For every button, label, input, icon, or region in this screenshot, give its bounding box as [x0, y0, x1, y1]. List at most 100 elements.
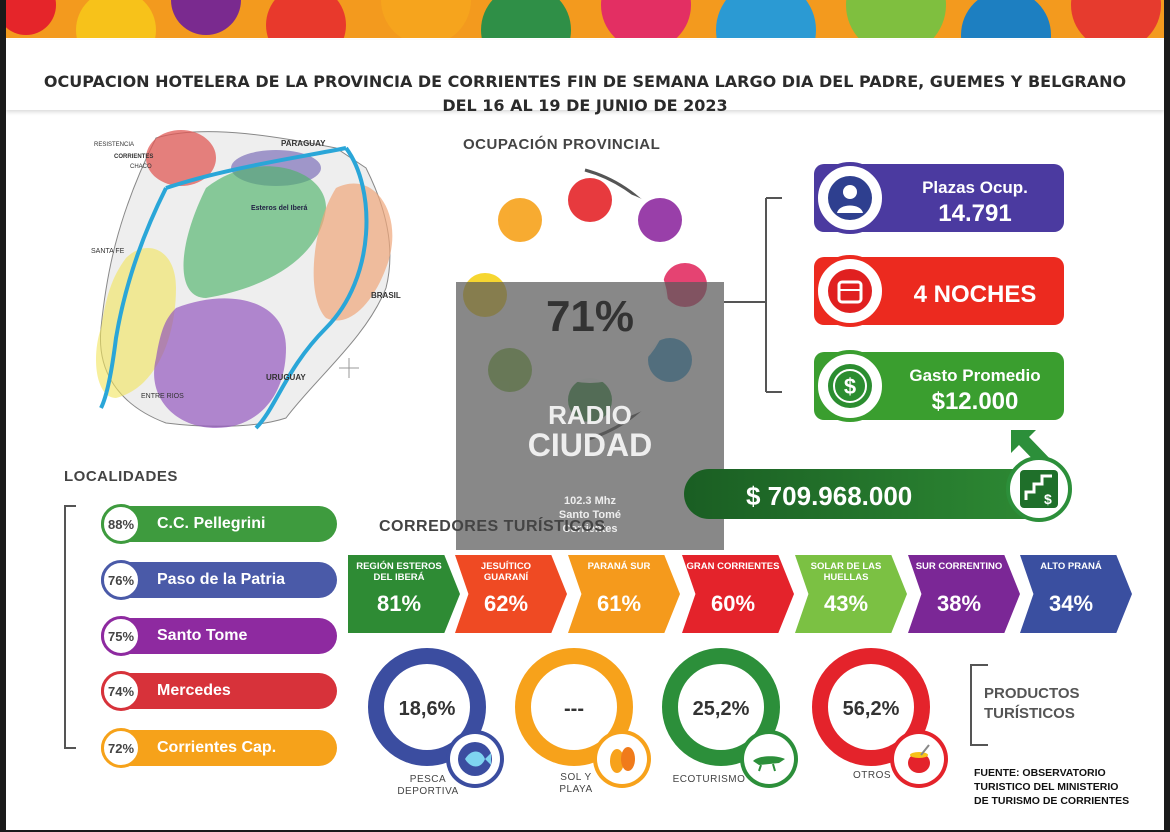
localidad-name: Mercedes: [157, 682, 231, 699]
title-bar: [6, 40, 1164, 110]
productos-bracket: [970, 664, 988, 746]
radio-frequency: 102.3 Mhz: [564, 495, 616, 507]
corredor-item: REGIÓN ESTEROS DEL IBERÁ 81%: [348, 555, 460, 633]
dollar-icon: $: [814, 350, 886, 422]
kpi-gasto-value: $12.000: [931, 388, 1019, 415]
corredor-item: JESUÍTICO GUARANÍ 62%: [455, 555, 567, 633]
source-line3: DE TURISMO DE CORRIENTES: [974, 795, 1130, 807]
fish-icon: [450, 734, 500, 784]
producto-ring: 18,6%: [368, 648, 500, 784]
map-compass-icon: [339, 358, 359, 378]
productos-title-line1: PRODUCTOS: [984, 685, 1080, 702]
corredor-pct: 38%: [936, 591, 982, 616]
localidades-title: LOCALIDADES: [64, 468, 178, 485]
producto-label-line1: PESCA: [409, 774, 447, 785]
radio-name-line1: RADIO: [548, 400, 632, 430]
ocupacion-title: OCUPACIÓN PROVINCIAL: [463, 136, 661, 153]
source-line2: TURISTICO DEL MINISTERIO: [974, 781, 1119, 793]
corrientes-map: RESISTENCIA CORRIENTES CHACO PARAGUAY SA…: [86, 128, 401, 433]
radio-watermark: 71% RADIO CIUDAD 102.3 Mhz Santo Tomé Co…: [456, 282, 724, 550]
producto-label-line2: DEPORTIVA: [397, 786, 459, 797]
corredor-item: PARANÁ SUR 61%: [568, 555, 680, 633]
kpi-gasto-label: Gasto Promedio: [909, 366, 1041, 385]
productos-title-line2: TURÍSTICOS: [984, 705, 1075, 722]
ocupacion-value: 71%: [545, 292, 635, 341]
producto-value: 56,2%: [842, 698, 900, 720]
localidad-item: 72% Corrientes Cap.: [101, 728, 337, 768]
kpi-noches-value: 4 NOCHES: [913, 281, 1037, 308]
kpi-plazas-label: Plazas Ocup.: [922, 178, 1028, 197]
map-label-resistencia: RESISTENCIA: [94, 142, 134, 148]
infographic: OCUPACION HOTELERA DE LA PROVINCIA DE CO…: [6, 0, 1164, 830]
kpi-gasto: $ Gasto Promedio $12.000: [814, 350, 1064, 422]
producto-value: 18,6%: [398, 698, 456, 720]
localidad-name: C.C. Pellegrini: [157, 515, 266, 532]
localidad-pct: 72%: [101, 728, 141, 768]
map-label-brasil: BRASIL: [371, 291, 401, 300]
radio-province: Corrientes: [562, 523, 618, 535]
map-label-chaco: CHACO: [130, 164, 152, 170]
corredor-label: SUR CORRENTINO: [915, 561, 1003, 572]
producto-label: ECOTURISMO: [664, 774, 754, 786]
map-label-paraguay: PARAGUAY: [281, 139, 326, 148]
crocodile-icon: [744, 734, 794, 784]
bed-icon: [814, 255, 886, 327]
corredor-label: ALTO PRANÁ: [1040, 561, 1102, 572]
radio-name-line2: CIUDAD: [527, 427, 653, 463]
corredor-pct: 60%: [710, 591, 756, 616]
corredores-title: CORREDORES TURÍSTICOS: [379, 518, 606, 535]
svg-text:$: $: [1044, 491, 1052, 507]
map-label-uruguay: URUGUAY: [266, 373, 306, 382]
producto-label-line1: ECOTURISMO: [672, 774, 746, 785]
source-note: FUENTE: OBSERVATORIO TURISTICO DEL MINIS…: [974, 766, 1129, 808]
receptionist-icon: [814, 162, 886, 234]
sandals-icon: [597, 734, 647, 784]
localidad-name: Santo Tome: [157, 627, 248, 644]
producto-label: SOL Y PLAYA: [541, 772, 611, 796]
producto-value: 25,2%: [692, 698, 750, 720]
corredor-label: GRAN CORRIENTES: [686, 561, 780, 572]
kpi-plazas: Plazas Ocup. 14.791: [814, 162, 1064, 234]
corredor-pct: 81%: [376, 591, 422, 616]
producto-label-line2: PLAYA: [559, 784, 593, 795]
kpi-plazas-value: 14.791: [938, 200, 1012, 227]
producto-ring: ---: [515, 648, 647, 784]
localidad-pct: 74%: [101, 671, 141, 711]
corredor-pct: 34%: [1048, 591, 1094, 616]
corredor-label: PARANÁ SUR: [587, 561, 651, 572]
localidad-item: 74% Mercedes: [101, 671, 337, 711]
corredor-item: SOLAR DE LAS HUELLAS 43%: [795, 555, 907, 633]
radio-city: Santo Tomé: [558, 509, 622, 521]
producto-ring: 56,2%: [812, 648, 944, 784]
localidad-name: Corrientes Cap.: [157, 739, 277, 756]
producto-label: PESCA DEPORTIVA: [388, 774, 468, 798]
localidad-pct: 76%: [101, 560, 141, 600]
corredor-label: REGIÓN ESTEROS DEL IBERÁ: [356, 561, 442, 583]
map-label-santa-fe: SANTA FE: [91, 248, 125, 255]
producto-label-line1: OTROS: [852, 770, 892, 781]
connector-lines: [724, 197, 782, 393]
page-title: OCUPACION HOTELERA DE LA PROVINCIA DE CO…: [43, 72, 1127, 115]
localidad-item: 88% C.C. Pellegrini: [101, 504, 337, 544]
map-label-entre-rios: ENTRE RIOS: [141, 393, 184, 400]
localidad-pct: 88%: [101, 504, 141, 544]
corredor-item: GRAN CORRIENTES 60%: [682, 555, 794, 633]
kpi-noches: 4 NOCHES: [814, 255, 1064, 327]
producto-value: ---: [564, 698, 584, 720]
corredor-item: SUR CORRENTINO 38%: [908, 555, 1020, 633]
producto-label: OTROS: [842, 770, 902, 782]
corredor-item: ALTO PRANÁ 34%: [1020, 555, 1132, 633]
corredor-pct: 43%: [823, 591, 869, 616]
localidad-item: 75% Santo Tome: [101, 616, 337, 656]
localidad-pct: 75%: [101, 616, 141, 656]
corredor-label: SOLAR DE LAS HUELLAS: [810, 561, 882, 583]
corredor-pct: 62%: [483, 591, 529, 616]
mate-icon: [894, 734, 944, 784]
localidades-bracket: [64, 505, 76, 749]
decorative-top-band: [6, 0, 1164, 38]
total-bar: $ 709.968.000: [684, 469, 1052, 519]
svg-text:$: $: [844, 374, 856, 399]
source-line1: FUENTE: OBSERVATORIO: [974, 767, 1106, 779]
producto-label-line1: SOL Y: [560, 772, 592, 783]
total-value: $ 709.968.000: [746, 481, 913, 511]
